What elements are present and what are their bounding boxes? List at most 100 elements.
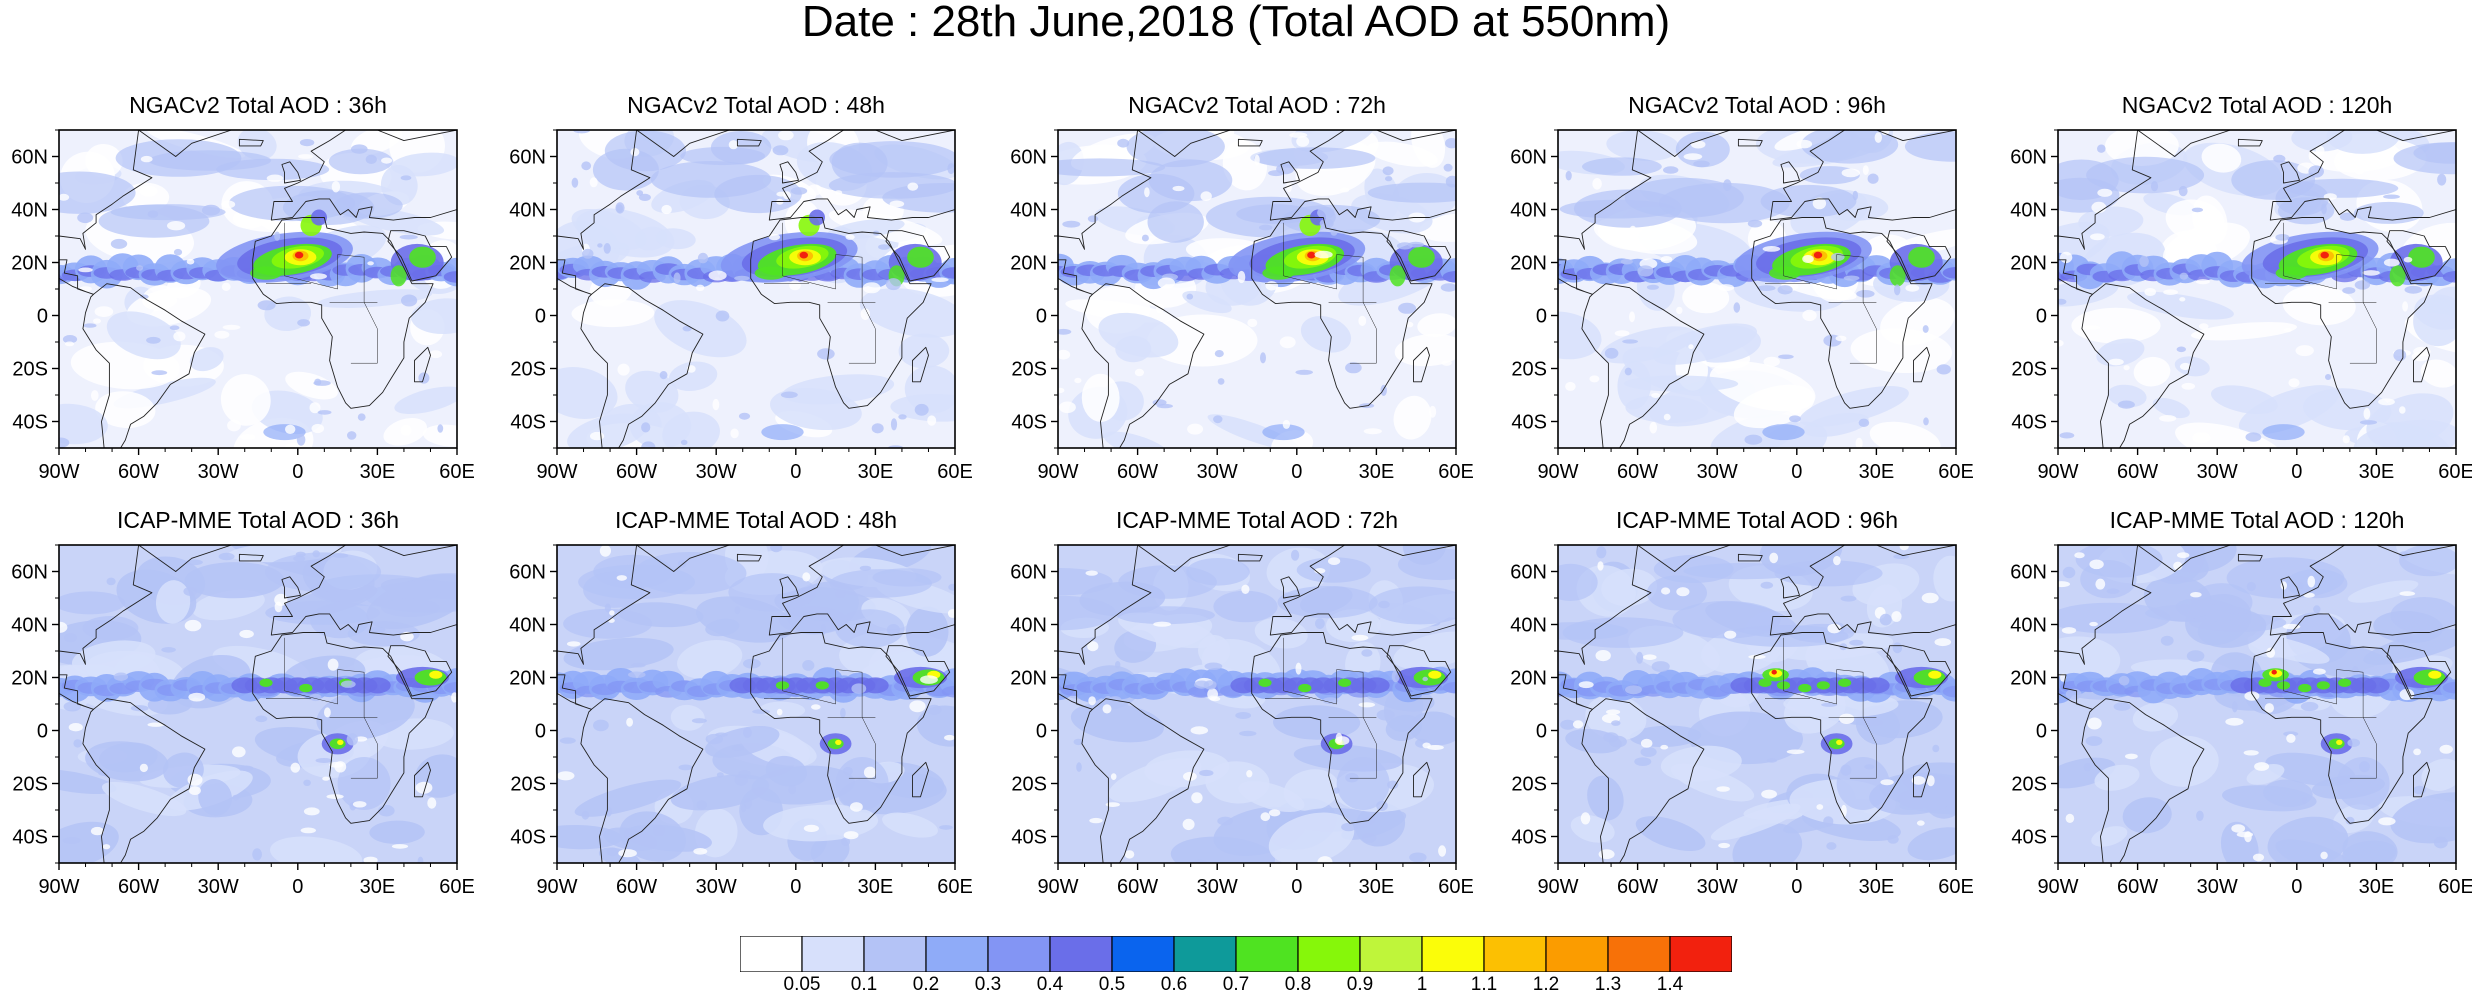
panel-title: NGACv2 Total AOD : 96h (1558, 94, 1956, 117)
x-tick-label: 30E (2359, 876, 2395, 898)
colorbar (740, 936, 1732, 972)
x-tick-label: 60W (2117, 461, 2158, 483)
x-tick-label: 60W (1117, 461, 1158, 483)
x-tick-label: 90W (1037, 461, 1078, 483)
x-tick-label: 30W (696, 461, 737, 483)
colorbar-box (1112, 936, 1174, 972)
x-tick-label: 90W (1037, 876, 1078, 898)
x-tick-label: 30W (2197, 876, 2238, 898)
y-tick-label: 20S (1011, 359, 1047, 381)
colorbar-box (1546, 936, 1608, 972)
y-tick-label: 20N (2010, 253, 2047, 275)
x-tick-label: 60E (1938, 461, 1974, 483)
colorbar-box (1670, 936, 1732, 972)
y-tick-label: 20N (1510, 668, 1547, 690)
y-tick-label: 20N (11, 253, 48, 275)
x-tick-label: 30E (2359, 461, 2395, 483)
colorbar-box (1050, 936, 1112, 972)
x-tick-label: 60W (118, 461, 159, 483)
colorbar-box (1174, 936, 1236, 972)
y-tick-label: 20N (1510, 253, 1547, 275)
y-tick-label: 60N (509, 147, 546, 169)
y-tick-label: 20N (1010, 253, 1047, 275)
x-tick-label: 30E (858, 876, 894, 898)
colorbar-box (1608, 936, 1670, 972)
x-tick-label: 90W (2037, 461, 2078, 483)
colorbar-box (926, 936, 988, 972)
panel-title: NGACv2 Total AOD : 72h (1058, 94, 1456, 117)
y-tick-label: 20S (12, 359, 48, 381)
x-tick-label: 60W (1117, 876, 1158, 898)
colorbar-label: 0.5 (1099, 975, 1125, 994)
x-tick-label: 30E (1859, 461, 1895, 483)
colorbar-box (1298, 936, 1360, 972)
x-tick-label: 30E (1359, 461, 1395, 483)
colorbar-box (1360, 936, 1422, 972)
x-tick-label: 0 (1791, 876, 1802, 898)
y-tick-label: 40N (2010, 615, 2047, 637)
x-tick-label: 60E (2438, 461, 2472, 483)
x-tick-label: 0 (1291, 461, 1302, 483)
x-tick-label: 60W (1617, 876, 1658, 898)
x-tick-label: 90W (2037, 876, 2078, 898)
x-tick-label: 60E (2438, 876, 2472, 898)
y-tick-label: 0 (1536, 721, 1547, 743)
y-tick-label: 40S (1011, 412, 1047, 434)
x-tick-label: 90W (38, 876, 79, 898)
y-tick-label: 60N (11, 147, 48, 169)
y-tick-label: 20N (1010, 668, 1047, 690)
colorbar-label: 1.4 (1657, 975, 1683, 994)
x-tick-label: 60E (439, 461, 475, 483)
y-tick-label: 40S (1511, 412, 1547, 434)
y-tick-label: 40N (11, 200, 48, 222)
colorbar-box (1422, 936, 1484, 972)
x-tick-label: 0 (2291, 461, 2302, 483)
aod-field (1006, 526, 1485, 880)
y-tick-label: 20S (2011, 774, 2047, 796)
y-tick-label: 40S (12, 827, 48, 849)
colorbar-label: 0.8 (1285, 975, 1311, 994)
x-tick-label: 60E (937, 461, 973, 483)
x-tick-label: 60W (2117, 876, 2158, 898)
x-tick-label: 90W (1537, 461, 1578, 483)
y-tick-label: 40N (1010, 615, 1047, 637)
colorbar-label: 0.4 (1037, 975, 1063, 994)
x-tick-label: 30W (696, 876, 737, 898)
x-tick-label: 30W (2197, 461, 2238, 483)
y-tick-label: 20S (510, 774, 546, 796)
aod-field (2031, 522, 2472, 884)
y-tick-label: 40S (2011, 412, 2047, 434)
x-tick-label: 30W (198, 461, 239, 483)
colorbar-label: 0.6 (1161, 975, 1187, 994)
panel-title: ICAP-MME Total AOD : 120h (2058, 509, 2456, 532)
colorbar-label: 1.2 (1533, 975, 1559, 994)
y-tick-label: 20S (2011, 359, 2047, 381)
y-tick-label: 40N (2010, 200, 2047, 222)
panel-title: ICAP-MME Total AOD : 96h (1558, 509, 1956, 532)
aod-field (21, 531, 496, 878)
x-tick-label: 0 (790, 876, 801, 898)
y-tick-label: 0 (1036, 306, 1047, 328)
panel-title: ICAP-MME Total AOD : 48h (557, 509, 955, 532)
y-tick-label: 20S (1511, 359, 1547, 381)
y-tick-label: 60N (11, 562, 48, 584)
x-tick-label: 60E (937, 876, 973, 898)
colorbar-label: 1 (1417, 975, 1428, 994)
x-tick-label: 60W (616, 876, 657, 898)
x-tick-label: 0 (790, 461, 801, 483)
aod-field (1034, 105, 1493, 465)
x-tick-label: 30W (1197, 461, 1238, 483)
x-tick-label: 90W (1537, 876, 1578, 898)
colorbar-label: 0.9 (1347, 975, 1373, 994)
x-tick-label: 60W (616, 461, 657, 483)
y-tick-label: 0 (37, 721, 48, 743)
y-tick-label: 60N (2010, 562, 2047, 584)
colorbar-label: 0.3 (975, 975, 1001, 994)
aod-field (2007, 119, 2472, 480)
